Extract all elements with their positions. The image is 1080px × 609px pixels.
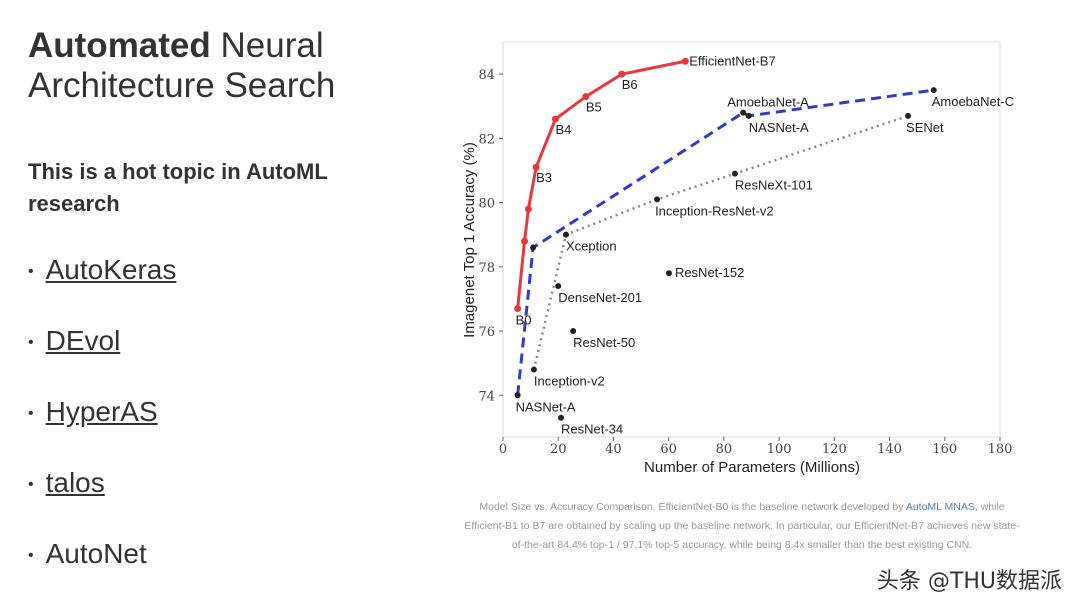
point-label: Xception <box>566 239 617 254</box>
bullet-text: AutoNet <box>45 538 147 569</box>
data-point <box>618 70 626 78</box>
data-point <box>930 87 937 94</box>
data-point <box>514 305 522 313</box>
y-tick-label: 84 <box>478 68 495 83</box>
bullet-link[interactable]: DEvol <box>45 325 121 356</box>
y-tick-label: 74 <box>478 389 495 404</box>
x-tick-label: 40 <box>605 442 622 457</box>
point-label: B3 <box>536 170 552 185</box>
point-label: ResNet-152 <box>675 265 744 280</box>
bullet-dot: • <box>28 546 34 564</box>
bullet-dot: • <box>28 475 34 493</box>
title-text: Neural <box>220 26 324 65</box>
data-point <box>551 115 559 123</box>
data-point <box>555 283 562 290</box>
data-point <box>745 112 752 119</box>
point-label: AmoebaNet-C <box>932 94 1014 109</box>
bullet: • AutoKeras <box>28 254 176 286</box>
x-tick-label: 160 <box>932 442 957 457</box>
bullet: • talos <box>28 467 105 499</box>
data-point <box>665 270 672 277</box>
title-bold: Automated <box>28 26 211 65</box>
point-label: NASNet-A <box>516 399 576 414</box>
data-point <box>530 366 537 373</box>
point-label: AmoebaNet-A <box>727 95 809 110</box>
caption-text: Model Size vs. Accuracy Comparison. Effi… <box>479 501 904 513</box>
point-label: DenseNet-201 <box>558 290 642 305</box>
point-label: SENet <box>906 120 944 135</box>
bullet-link[interactable]: talos <box>45 467 105 498</box>
y-tick-label: 76 <box>478 325 495 340</box>
data-point <box>530 244 537 251</box>
data-point <box>562 231 569 238</box>
bullet-dot: • <box>28 262 34 280</box>
y-tick-label: 80 <box>478 197 495 212</box>
bullet-link[interactable]: AutoKeras <box>45 254 177 285</box>
point-label: B5 <box>586 100 602 115</box>
series-line <box>516 59 686 309</box>
plot-frame <box>502 41 1001 438</box>
x-tick-label: 100 <box>767 442 792 457</box>
x-tick-label: 20 <box>550 442 567 457</box>
x-tick-label: 80 <box>716 442 733 457</box>
subtitle: This is a hot topic in AutoML research <box>28 159 328 216</box>
data-point <box>521 237 529 245</box>
series-line <box>532 114 909 370</box>
data-point <box>514 392 521 399</box>
point-label: B4 <box>555 122 571 137</box>
x-axis-label: Number of Parameters (Millions) <box>644 459 860 476</box>
data-point <box>557 414 564 421</box>
y-axis-label: Imagenet Top 1 Accuracy (%) <box>461 142 478 338</box>
data-point <box>532 163 540 171</box>
x-tick-label: 60 <box>660 442 677 457</box>
data-point <box>731 170 738 177</box>
data-point <box>570 328 577 335</box>
bullet-dot: • <box>28 404 34 422</box>
point-label: ResNet-50 <box>573 335 635 350</box>
data-point <box>582 93 590 101</box>
x-tick-label: 180 <box>988 442 1013 457</box>
caption: Model Size vs. Accuracy Comparison. Effi… <box>462 498 1022 555</box>
point-label: ResNeXt-101 <box>735 178 813 193</box>
bullet: • HyperAS <box>28 396 158 428</box>
title-text: Architecture Search <box>28 66 336 105</box>
y-tick-label: 82 <box>478 132 495 147</box>
bullet: • AutoNet <box>28 538 147 570</box>
data-point <box>654 196 661 203</box>
point-label: B0 <box>516 313 532 328</box>
x-tick-label: 140 <box>877 442 902 457</box>
data-point <box>905 112 912 119</box>
watermark: 头条 @THU数据派 <box>876 569 1062 594</box>
point-label: ResNet-34 <box>561 422 623 437</box>
point-label: Inception-ResNet-v2 <box>655 203 774 218</box>
bullet-link[interactable]: HyperAS <box>45 396 158 427</box>
caption-link[interactable]: AutoML MNAS <box>905 501 975 513</box>
point-label: Inception-v2 <box>534 374 605 389</box>
y-tick-label: 78 <box>478 261 495 276</box>
point-label: NASNet-A <box>749 120 809 135</box>
data-point <box>524 205 532 213</box>
point-label: B6 <box>622 77 638 92</box>
title: Automated Neural Architecture Search <box>28 26 335 106</box>
point-label: EfficientNet-B7 <box>689 53 775 68</box>
bullet: • DEvol <box>28 325 120 357</box>
x-tick-label: 120 <box>822 442 847 457</box>
bullet-dot: • <box>28 333 34 351</box>
data-point <box>681 57 689 65</box>
x-tick-label: 0 <box>499 442 507 457</box>
caption-text: , while Efficient-B1 to B7 are obtained … <box>464 501 1020 551</box>
series-line <box>516 88 934 396</box>
data-point <box>740 109 747 116</box>
